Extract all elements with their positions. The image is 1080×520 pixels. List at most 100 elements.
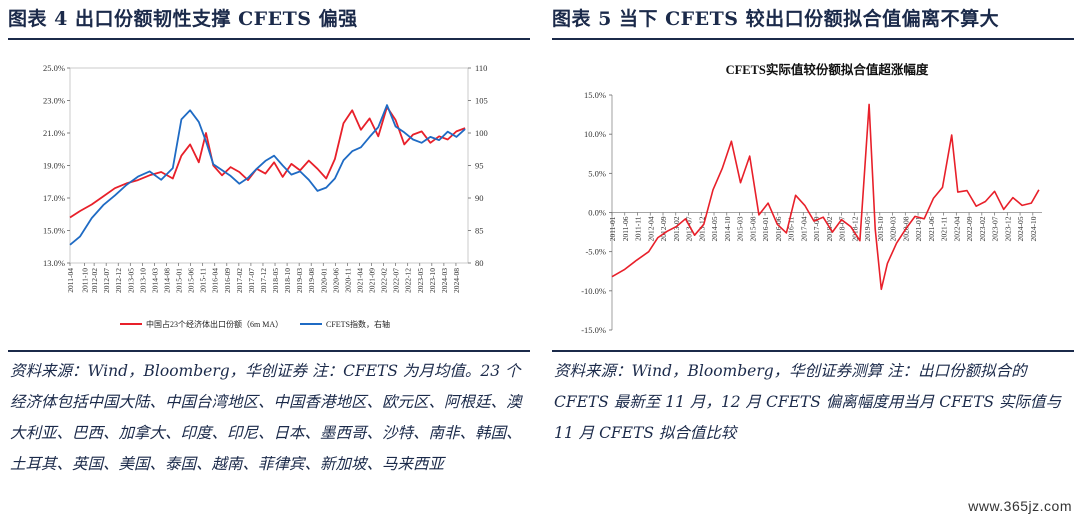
x-tick-label: 2020-03 <box>889 216 898 241</box>
x-tick-label: 2022-04 <box>952 216 961 241</box>
y-left-tick-label: 25.0% <box>43 63 65 73</box>
cfets-deviation-chart: CFETS实际值较份额拟合值超涨幅度 15.0% 10.0% 5.0% 0.0% -5.0… <box>581 62 1042 335</box>
figure-5-source-note: 资料来源：Wind，Bloomberg，华创证券测算 注：出口份额拟合的 CFE… <box>554 362 1062 442</box>
chart-title: CFETS实际值较份额拟合值超涨幅度 <box>726 62 929 77</box>
y-right-tick-label: 80 <box>475 258 484 268</box>
y-tick-label: -10.0% <box>581 286 606 296</box>
left-figure-panel: 图表 4 出口份额韧性支撑 CFETS 偏强 13.0% 15.0% 17.0% 19… <box>8 0 530 520</box>
y-right-tick-label: 85 <box>475 226 484 236</box>
x-tick-label: 2021-06 <box>927 216 936 241</box>
x-tick-label: 2017-07 <box>247 268 256 293</box>
y-right-tick-label: 90 <box>475 193 484 203</box>
x-tick-label: 2015-06 <box>187 268 196 293</box>
x-tick-label: 2011-01 <box>608 216 617 241</box>
source-rule <box>552 350 1074 352</box>
x-tick-label: 2019-10 <box>876 216 885 241</box>
x-tick-label: 2024-08 <box>452 268 461 293</box>
y-tick-label: 5.0% <box>588 168 606 178</box>
y-tick-label: -5.0% <box>585 247 606 257</box>
figure-4-title: 图表 4 出口份额韧性支撑 CFETS 偏强 <box>8 8 358 30</box>
x-tick-label: 2011-11 <box>634 216 643 241</box>
x-tick-label: 2016-04 <box>211 268 220 293</box>
y-left-tick-label: 13.0% <box>43 258 65 268</box>
x-tick-label: 2018-07 <box>838 216 847 241</box>
y-tick-label: -15.0% <box>581 325 606 335</box>
x-tick-label: 2023-05 <box>416 268 425 293</box>
x-tick-label: 2017-09 <box>812 216 821 241</box>
y-left-tick-label: 21.0% <box>43 128 65 138</box>
x-tick-label: 2023-02 <box>978 216 987 241</box>
x-tick-label: 2017-04 <box>799 216 808 241</box>
y-left-tick-label: 19.0% <box>43 161 65 171</box>
right-figure-panel: 图表 5 当下 CFETS 较出口份额拟合值偏离不算大 CFETS实际值较份额拟… <box>552 0 1074 520</box>
x-tick-label: 2021-11 <box>940 216 949 241</box>
y-left-tick-label: 15.0% <box>43 226 65 236</box>
x-tick-label: 2011-04 <box>66 268 75 293</box>
plot-area <box>69 67 469 264</box>
x-tick-label: 2021-09 <box>368 268 377 293</box>
source-rule <box>8 350 530 352</box>
x-tick-label: 2016-11 <box>787 216 796 241</box>
x-tick-label: 2012-04 <box>646 216 655 241</box>
x-tick-label: 2013-10 <box>138 268 147 293</box>
y-tick-label: 10.0% <box>584 129 606 139</box>
figure-4-source-note: 资料来源：Wind，Bloomberg，华创证券 注：CFETS 为月均值。23… <box>10 362 522 473</box>
y-right-tick-label: 95 <box>475 161 484 171</box>
legend-label: CFETS指数，右轴 <box>326 319 390 329</box>
x-tick-label: 2019-08 <box>307 268 316 293</box>
x-tick-label: 2020-11 <box>343 268 352 293</box>
x-tick-label: 2022-12 <box>404 268 413 293</box>
x-tick-label: 2016-01 <box>761 216 770 241</box>
x-tick-label: 2019-05 <box>863 216 872 241</box>
x-tick-label: 2024-03 <box>440 268 449 293</box>
x-tick-label: 2020-06 <box>331 268 340 293</box>
title-rule <box>552 38 1074 40</box>
x-tick-label: 2023-12 <box>1003 216 1012 241</box>
x-tick-label: 2013-12 <box>697 216 706 241</box>
x-tick-label: 2014-03 <box>150 268 159 293</box>
x-tick-label: 2021-04 <box>355 268 364 293</box>
x-tick-label: 2018-10 <box>283 268 292 293</box>
x-tick-label: 2013-07 <box>685 216 694 241</box>
x-tick-label: 2022-02 <box>380 268 389 293</box>
x-tick-label: 2022-07 <box>392 268 401 293</box>
x-tick-label: 2012-09 <box>659 216 668 241</box>
x-tick-label: 2018-12 <box>850 216 859 241</box>
x-tick-label: 2013-02 <box>672 216 681 241</box>
x-tick-label: 2015-08 <box>748 216 757 241</box>
x-tick-label: 2023-10 <box>428 268 437 293</box>
deviation-series-line <box>611 103 1040 291</box>
x-tick-label: 2017-02 <box>235 268 244 293</box>
x-tick-label: 2012-02 <box>90 268 99 293</box>
x-tick-label: 2016-09 <box>223 268 232 293</box>
y-left-tick-label: 23.0% <box>43 96 65 106</box>
x-tick-label: 2012-07 <box>102 268 111 293</box>
x-tick-label: 2013-05 <box>126 268 135 293</box>
site-watermark: www.365jz.com <box>968 498 1072 514</box>
x-tick-label: 2015-01 <box>175 268 184 293</box>
x-tick-label: 2022-09 <box>965 216 974 241</box>
x-tick-label: 2016-06 <box>774 216 783 241</box>
x-tick-label: 2023-07 <box>991 216 1000 241</box>
x-tick-label: 2024-05 <box>1016 216 1025 241</box>
x-tick-label: 2021-01 <box>914 216 923 241</box>
export-share-cfets-chart: 13.0% 15.0% 17.0% 19.0% 21.0% 23.0% 25.0% 80 85 9… <box>43 63 488 329</box>
title-rule <box>8 38 530 40</box>
x-tick-label: 2011-06 <box>621 216 630 241</box>
y-right-tick-label: 110 <box>475 63 487 73</box>
x-tick-label: 2018-02 <box>825 216 834 241</box>
export-share-series-line <box>69 106 466 219</box>
x-tick-label: 2017-12 <box>259 268 268 293</box>
y-tick-label: 15.0% <box>584 90 606 100</box>
x-tick-label: 2024-10 <box>1029 216 1038 241</box>
x-tick-label: 2015-03 <box>736 216 745 241</box>
x-tick-label: 2014-10 <box>723 216 732 241</box>
x-tick-label: 2012-12 <box>114 268 123 293</box>
y-left-tick-label: 17.0% <box>43 193 65 203</box>
x-tick-label: 2018-05 <box>271 268 280 293</box>
cfets-index-series-line <box>69 104 466 246</box>
x-tick-label: 2011-10 <box>80 268 89 293</box>
x-tick-label: 2020-01 <box>319 268 328 293</box>
legend-label: 中国占23个经济体出口份额（6m MA） <box>146 319 283 329</box>
x-tick-label: 2019-03 <box>295 268 304 293</box>
